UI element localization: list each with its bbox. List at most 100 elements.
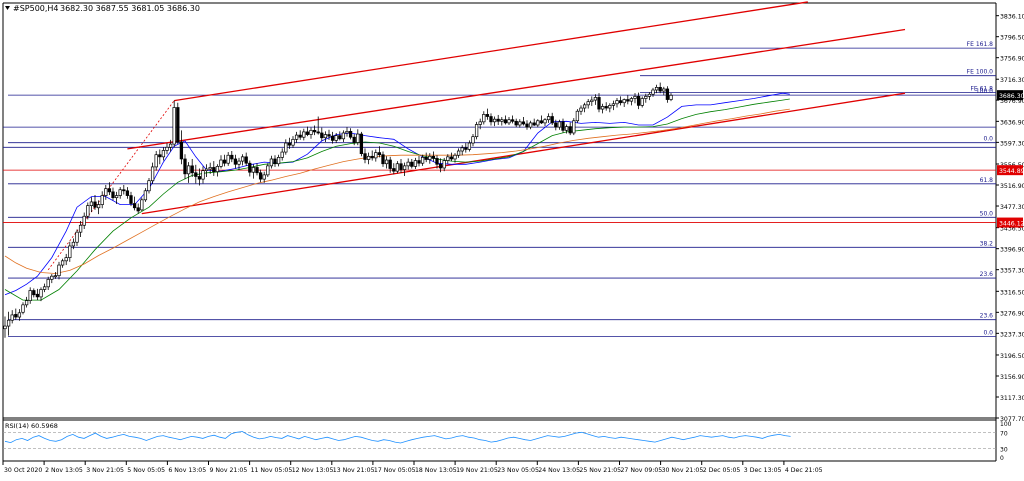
- candle-body: [197, 176, 202, 180]
- candle: [456, 148, 461, 158]
- candle-body: [604, 106, 608, 109]
- candle: [417, 155, 421, 167]
- candle-body: [413, 160, 418, 167]
- candle-body: [316, 131, 320, 134]
- candle: [582, 102, 587, 113]
- candle: [143, 188, 148, 202]
- price-axis: 3836.10 3796.50 3756.90 3716.30 3676.90 3636.…: [996, 14, 1024, 423]
- candle-body: [608, 105, 612, 109]
- candle: [665, 86, 670, 103]
- candle-body: [255, 167, 259, 174]
- candle: [197, 168, 202, 186]
- candle-body: [183, 158, 187, 175]
- candle-body: [269, 158, 274, 167]
- candle-body: [442, 160, 446, 169]
- candle-body: [546, 116, 551, 121]
- candle-body: [496, 118, 500, 122]
- candle-body: [172, 107, 176, 145]
- candle: [435, 155, 439, 169]
- candle: [345, 127, 349, 137]
- candle: [118, 187, 122, 199]
- candle: [532, 118, 536, 127]
- candle-body: [17, 312, 22, 318]
- candle: [60, 258, 65, 268]
- candle-body: [654, 86, 659, 91]
- time-tick-label: 18 Nov 13:05: [415, 467, 457, 474]
- price-tick-label: 3716.30: [1000, 77, 1024, 84]
- candle: [312, 125, 317, 136]
- candle: [82, 212, 86, 229]
- time-tick-label: 9 Nov 21:05: [210, 467, 248, 474]
- candle: [327, 129, 331, 140]
- candle-body: [312, 129, 317, 133]
- candle: [510, 115, 515, 124]
- candle-body: [46, 279, 50, 288]
- candle: [176, 102, 180, 145]
- candle-body: [395, 163, 400, 172]
- candle: [395, 161, 400, 174]
- candle-body: [147, 180, 151, 192]
- candle-body: [647, 93, 652, 97]
- candle: [662, 86, 666, 96]
- candle-body: [140, 199, 144, 211]
- candle-body: [611, 103, 616, 106]
- fib-extension-label: FE 61.8: [970, 86, 993, 93]
- price-tick-label: 3237.30: [1000, 331, 1024, 338]
- candle-body: [42, 286, 47, 290]
- candle-body: [474, 124, 479, 138]
- time-tick-label: 30 Nov 21:05: [662, 467, 704, 474]
- candle: [618, 96, 623, 106]
- candle-body: [237, 160, 241, 165]
- candle: [266, 163, 270, 177]
- candle-body: [410, 161, 414, 167]
- candle-body: [381, 154, 385, 165]
- candle: [428, 153, 432, 164]
- candle: [464, 143, 468, 153]
- candle-body: [154, 154, 158, 168]
- candle: [276, 154, 281, 167]
- time-tick-label: 13 Nov 21:05: [333, 467, 375, 474]
- candle: [406, 158, 410, 170]
- candle: [442, 157, 446, 172]
- candle: [597, 93, 601, 113]
- candle-body: [309, 129, 313, 135]
- candle: [514, 118, 518, 128]
- candle-body: [176, 107, 180, 143]
- candle-body: [244, 156, 248, 164]
- candle-body: [446, 156, 450, 161]
- candle-body: [204, 168, 209, 171]
- candle: [615, 97, 619, 108]
- candle-body: [345, 131, 349, 134]
- candle: [611, 100, 616, 111]
- candle-body: [276, 157, 281, 165]
- candle-body: [514, 120, 518, 126]
- candle: [593, 94, 598, 105]
- horizontal-levels: 100.0 0.0 61.8 50.0 38.2 23.6 23.6 0.0 FE 161.8 F…: [3, 41, 996, 337]
- candle-body: [86, 205, 90, 217]
- fib-level-label: 61.8: [980, 177, 994, 184]
- chevron-down-icon[interactable]: [5, 6, 10, 10]
- candle: [384, 156, 389, 169]
- rsi-tick-label: 0: [1000, 455, 1004, 462]
- candle: [190, 158, 194, 177]
- candle-body: [478, 121, 482, 125]
- candle-body: [21, 304, 25, 313]
- time-tick-label: 2 Dec 05:05: [703, 467, 741, 474]
- candle: [183, 154, 187, 180]
- candle: [111, 187, 115, 201]
- time-tick-label: 11 Nov 05:05: [251, 467, 293, 474]
- candle-body: [510, 119, 515, 122]
- price-tick-label: 3436.50: [1000, 226, 1024, 233]
- candle: [273, 155, 277, 167]
- candle-body: [194, 172, 198, 177]
- candle-body: [125, 190, 130, 196]
- candle-body: [449, 156, 454, 160]
- candle: [14, 308, 18, 320]
- candle-body: [438, 163, 443, 169]
- candle: [125, 187, 130, 199]
- candle-body: [428, 155, 432, 160]
- candle-body: [100, 195, 104, 205]
- candle: [500, 117, 504, 126]
